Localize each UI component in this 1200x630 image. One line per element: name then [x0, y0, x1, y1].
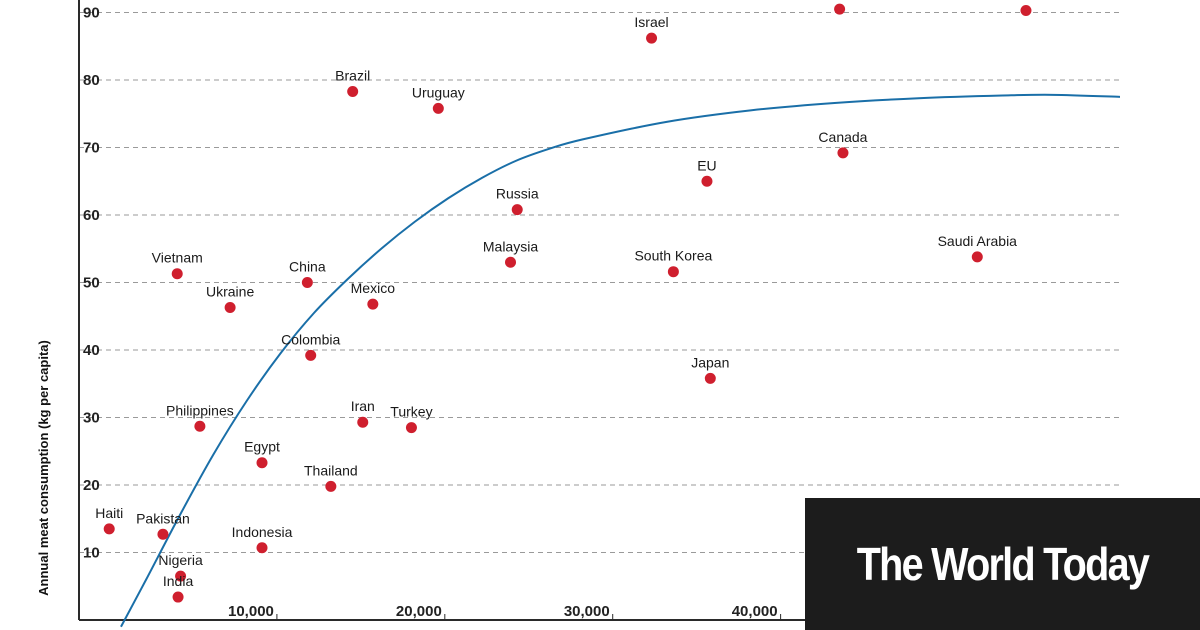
y-tick-label: 20 [83, 477, 100, 494]
point-canada [837, 147, 849, 159]
point-china [301, 277, 313, 288]
point-pakistan [157, 528, 169, 540]
point-brazil [347, 85, 359, 97]
point-label-mexico: Mexico [351, 280, 396, 296]
y-tick-label: 80 [83, 72, 100, 89]
point-south-korea [667, 266, 679, 278]
point-label-eu: EU [697, 157, 716, 173]
point-label-india: India [163, 573, 194, 589]
gridlines [79, 12, 1120, 553]
y-tick-label: 60 [83, 207, 100, 224]
point-label-ukraine: Ukraine [206, 283, 254, 299]
x-tick-label: 10,000 [228, 603, 274, 620]
point-label-russia: Russia [496, 186, 539, 202]
point-mexico [367, 298, 379, 310]
point-saudi-arabia [971, 251, 983, 263]
point-indonesia [256, 542, 268, 554]
point-label-brazil: Brazil [335, 67, 370, 83]
y-tick-label: 10 [83, 545, 100, 562]
point-label-iran: Iran [351, 398, 375, 414]
brand-name: The World Today [856, 538, 1150, 590]
x-tick-label: 40,000 [732, 603, 778, 620]
point-ukraine [224, 301, 236, 313]
point-unlabeled-26 [1020, 4, 1032, 16]
point-nigeria [175, 570, 187, 582]
point-philippines [194, 420, 206, 432]
point-label-philippines: Philippines [166, 402, 234, 418]
point-label-japan: Japan [691, 354, 729, 370]
point-labels: Haiti Pakistan Nigeria India Vietnam Ukraine P… [95, 14, 1017, 589]
y-tick-label: 50 [83, 275, 100, 292]
brand-badge: The World Today [805, 498, 1200, 630]
point-uruguay [432, 102, 444, 114]
point-label-canada: Canada [818, 129, 867, 145]
trend-line-group [120, 93, 1120, 628]
point-india [172, 591, 184, 603]
point-russia [511, 204, 523, 216]
point-label-israel: Israel [634, 14, 668, 30]
point-label-turkey: Turkey [390, 404, 432, 420]
point-haiti [103, 523, 115, 535]
point-colombia [305, 349, 317, 361]
point-label-south-korea: South Korea [634, 248, 712, 264]
y-tick-label: 30 [83, 410, 100, 427]
x-tick-label: 20,000 [396, 603, 442, 620]
point-label-saudi-arabia: Saudi Arabia [938, 233, 1018, 249]
point-label-uruguay: Uruguay [412, 84, 465, 100]
y-axis-label: Annual meat consumption (kg per capita) [36, 340, 51, 596]
y-tick-label: 90 [83, 5, 100, 22]
data-points [103, 3, 1032, 603]
point-label-vietnam: Vietnam [152, 250, 203, 266]
point-label-malaysia: Malaysia [483, 238, 538, 254]
point-turkey [405, 422, 417, 434]
point-iran [357, 416, 369, 428]
point-label-haiti: Haiti [95, 505, 123, 521]
point-malaysia [505, 256, 517, 268]
point-unlabeled-25 [834, 3, 846, 15]
x-tick-label: 30,000 [564, 603, 610, 620]
point-label-thailand: Thailand [304, 462, 358, 478]
trend-line [120, 93, 1120, 628]
point-egypt [256, 457, 268, 469]
point-label-egypt: Egypt [244, 439, 280, 455]
point-label-nigeria: Nigeria [158, 552, 203, 568]
y-tick-label: 70 [83, 140, 100, 157]
point-japan [704, 372, 716, 384]
point-label-colombia: Colombia [281, 331, 340, 347]
point-vietnam [171, 268, 183, 280]
point-israel [646, 32, 658, 44]
point-label-pakistan: Pakistan [136, 510, 190, 526]
y-tick-label: 40 [83, 342, 100, 359]
point-eu [701, 175, 713, 187]
point-label-indonesia: Indonesia [232, 524, 293, 540]
point-label-china: China [289, 259, 326, 275]
point-thailand [325, 480, 337, 492]
